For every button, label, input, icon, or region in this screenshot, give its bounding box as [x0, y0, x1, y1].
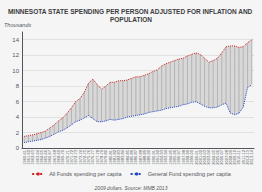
- svg-text:1977-78: 1977-78: [94, 150, 100, 165]
- svg-text:8: 8: [16, 83, 20, 89]
- svg-text:1995-96: 1995-96: [172, 150, 177, 165]
- svg-text:2009 dollars. Source: MMB 2013: 2009 dollars. Source: MMB 2013: [94, 185, 168, 191]
- svg-text:1996-97: 1996-97: [176, 150, 182, 165]
- svg-text:General Fund spending per capi: General Fund spending per capita: [148, 171, 232, 177]
- svg-text:4: 4: [16, 114, 20, 120]
- svg-text:1976-77: 1976-77: [90, 150, 96, 165]
- svg-text:1971-72: 1971-72: [68, 150, 74, 165]
- svg-text:1981-82: 1981-82: [111, 150, 117, 165]
- svg-text:MINNESOTA STATE SPENDING PER P: MINNESOTA STATE SPENDING PER PERSON ADJU…: [8, 8, 254, 15]
- svg-text:1964-65: 1964-65: [38, 150, 44, 165]
- svg-text:1993-94: 1993-94: [163, 150, 169, 165]
- svg-text:POPULATION: POPULATION: [110, 16, 152, 23]
- svg-text:1999-00: 1999-00: [189, 150, 195, 165]
- svg-text:1985-86: 1985-86: [129, 150, 135, 165]
- svg-text:1983-84: 1983-84: [120, 150, 126, 165]
- svg-text:1994-95: 1994-95: [167, 150, 173, 165]
- svg-text:1973-74: 1973-74: [77, 150, 83, 165]
- svg-text:1990-91: 1990-91: [150, 150, 156, 165]
- svg-text:1962-63: 1962-63: [30, 150, 36, 165]
- svg-text:1967-68: 1967-68: [51, 150, 57, 165]
- svg-text:1991-92: 1991-92: [154, 150, 160, 165]
- svg-text:All Funds spending per capita: All Funds spending per capita: [49, 171, 122, 177]
- svg-text:1963-64: 1963-64: [34, 150, 40, 165]
- svg-text:1986-87: 1986-87: [133, 150, 139, 165]
- svg-text:2: 2: [16, 130, 20, 136]
- svg-text:1984-85: 1984-85: [124, 150, 130, 165]
- svg-text:Thousands: Thousands: [4, 22, 31, 28]
- svg-text:2003-04: 2003-04: [206, 150, 212, 165]
- svg-text:2005-06: 2005-06: [215, 150, 220, 165]
- svg-text:1965-66: 1965-66: [43, 150, 49, 165]
- svg-text:1980-81: 1980-81: [107, 150, 113, 165]
- svg-text:2006-07: 2006-07: [219, 150, 225, 165]
- svg-text:1968-69: 1968-69: [56, 150, 61, 165]
- svg-text:14: 14: [12, 37, 19, 43]
- svg-text:2001-02: 2001-02: [197, 150, 203, 165]
- svg-text:2008-09: 2008-09: [227, 150, 233, 165]
- svg-text:1970-71: 1970-71: [64, 150, 70, 165]
- svg-text:1974-75: 1974-75: [81, 150, 87, 165]
- svg-text:0: 0: [16, 145, 20, 151]
- svg-text:1989-90: 1989-90: [146, 150, 152, 165]
- svg-text:2004-05: 2004-05: [210, 150, 216, 165]
- svg-text:1979-80: 1979-80: [103, 150, 109, 165]
- svg-text:1978-79: 1978-79: [99, 150, 104, 165]
- svg-text:2002-03: 2002-03: [202, 150, 208, 165]
- svg-text:2007-08: 2007-08: [223, 150, 229, 165]
- svg-text:1975-76: 1975-76: [86, 150, 92, 165]
- svg-text:1997-98: 1997-98: [180, 150, 186, 165]
- svg-text:1961-62: 1961-62: [25, 150, 31, 165]
- svg-text:2011-12: 2011-12: [240, 150, 246, 165]
- svg-text:1960-61: 1960-61: [21, 150, 27, 165]
- svg-text:10: 10: [12, 68, 19, 74]
- svg-text:1987-88: 1987-88: [137, 150, 143, 165]
- svg-text:2013-14: 2013-14: [249, 149, 254, 164]
- svg-text:1966-67: 1966-67: [47, 150, 53, 165]
- svg-text:1992-93: 1992-93: [159, 150, 165, 165]
- svg-text:1969-70: 1969-70: [60, 150, 66, 165]
- svg-text:12: 12: [12, 52, 19, 58]
- svg-text:6: 6: [16, 99, 20, 105]
- svg-text:2000-01: 2000-01: [193, 150, 199, 165]
- svg-text:1988-89: 1988-89: [141, 150, 147, 165]
- svg-text:2009-10: 2009-10: [232, 150, 238, 165]
- svg-text:1982-83: 1982-83: [116, 150, 122, 165]
- svg-text:2010-11: 2010-11: [236, 150, 242, 165]
- svg-text:1998-99: 1998-99: [184, 150, 190, 165]
- svg-text:2012-13: 2012-13: [245, 150, 251, 165]
- svg-text:1972-73: 1972-73: [73, 150, 79, 165]
